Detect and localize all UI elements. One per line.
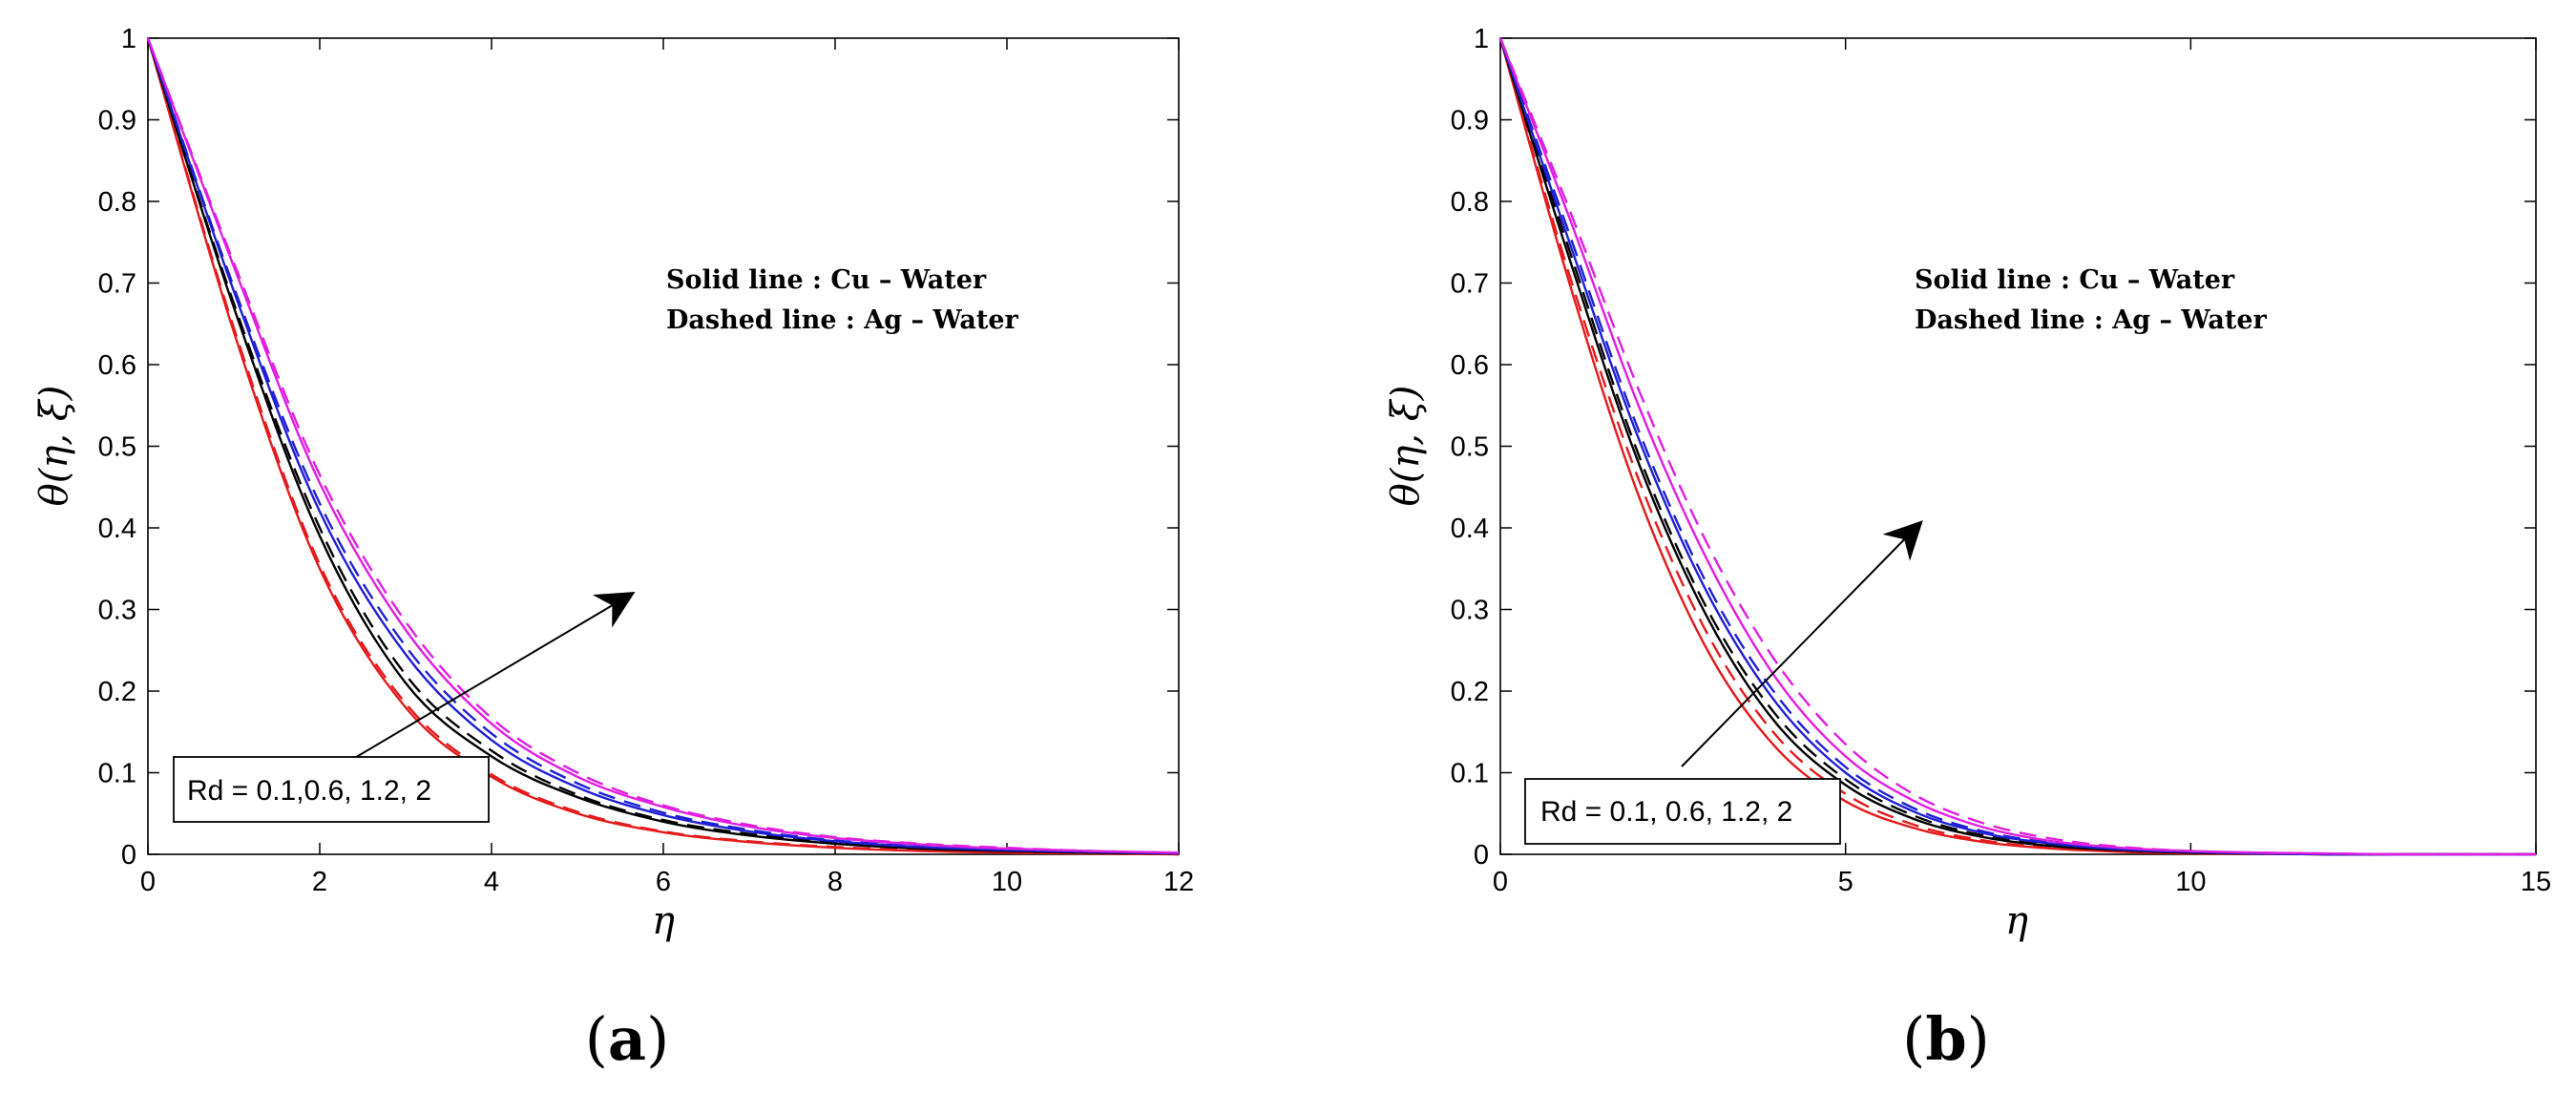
x-tick-label: 5 (1838, 867, 1853, 897)
y-tick-label: 0 (121, 840, 136, 871)
x-axis-label: η (2005, 899, 2028, 943)
series-line-red-dashed (146, 37, 1180, 856)
x-axis-label: η (652, 899, 675, 943)
annotation-arrow (352, 591, 636, 760)
series-line-black-dashed (1498, 37, 2536, 856)
chart-panel-a: 00.10.20.30.40.50.60.70.80.910 2 4 6 8 10 12So… (32, 24, 1194, 1074)
y-tick-label: 0.4 (1451, 514, 1489, 544)
annotation-box (1524, 778, 1841, 845)
y-tick-label: 0.3 (98, 596, 136, 626)
panel-label: (a) (585, 1004, 670, 1074)
y-tick-label: 0.4 (98, 514, 136, 544)
y-tick-label: 0.3 (1451, 596, 1489, 626)
legend-dashed-note: Dashed line : Ag – Water (1915, 305, 2268, 335)
annotation-text: Rd = 0.1, 0.6, 1.2, 2 (1540, 796, 1792, 828)
y-axis-label: θ(η, ξ) (32, 386, 76, 507)
y-tick-label: 0.6 (98, 350, 136, 381)
y-tick-label: 0.5 (98, 432, 136, 463)
y-tick-label: 0.1 (98, 759, 136, 789)
legend-solid-note: Solid line : Cu – Water (666, 265, 987, 295)
panel-label: (b) (1902, 1004, 1990, 1074)
y-tick-label: 1 (121, 24, 136, 54)
series-line-magenta-dashed (1498, 37, 2536, 856)
annotation-box (173, 756, 490, 823)
y-tick-label: 0.8 (1451, 187, 1489, 218)
y-tick-label: 0.5 (1451, 432, 1489, 463)
y-tick-label: 0.8 (98, 187, 136, 218)
x-tick-label: 10 (2175, 867, 2206, 897)
x-tick-label: 0 (1493, 867, 1508, 897)
y-tick-label: 0.7 (1451, 269, 1489, 300)
series-line-blue-dashed (146, 37, 1180, 854)
y-tick-label: 0.9 (98, 106, 136, 136)
series-line-blue-solid (146, 37, 1180, 855)
annotation-arrow (1681, 520, 1923, 767)
legend-dashed-note: Dashed line : Ag – Water (666, 305, 1019, 335)
x-tick-label: 8 (827, 867, 843, 897)
series-line-magenta-solid (1498, 37, 2536, 856)
annotation-text: Rd = 0.1,0.6, 1.2, 2 (187, 775, 431, 807)
x-tick-label: 10 (992, 867, 1022, 897)
x-tick-label: 15 (2521, 867, 2551, 897)
x-tick-label: 2 (312, 867, 327, 897)
x-tick-label: 0 (140, 867, 156, 897)
y-tick-label: 0.7 (98, 269, 136, 300)
series-line-magenta-dashed (146, 37, 1180, 854)
panel-letter: a (608, 1004, 646, 1074)
y-tick-label: 0.6 (1451, 350, 1489, 381)
y-tick-label: 0 (1474, 840, 1489, 871)
chart-panel-b: 00.10.20.30.40.50.60.70.80.910 5 10 15Solid… (1384, 24, 2551, 1074)
x-tick-label: 4 (484, 867, 499, 897)
panel-letter: b (1925, 1004, 1966, 1074)
y-tick-label: 0.2 (98, 677, 136, 707)
y-tick-label: 0.1 (1451, 759, 1489, 789)
x-tick-label: 12 (1163, 867, 1194, 897)
y-tick-label: 1 (1474, 24, 1489, 54)
x-tick-label: 6 (656, 867, 671, 897)
y-axis-label: θ(η, ξ) (1384, 386, 1428, 507)
y-tick-label: 0.2 (1451, 677, 1489, 707)
legend-solid-note: Solid line : Cu – Water (1915, 265, 2235, 295)
y-tick-label: 0.9 (1451, 106, 1489, 136)
